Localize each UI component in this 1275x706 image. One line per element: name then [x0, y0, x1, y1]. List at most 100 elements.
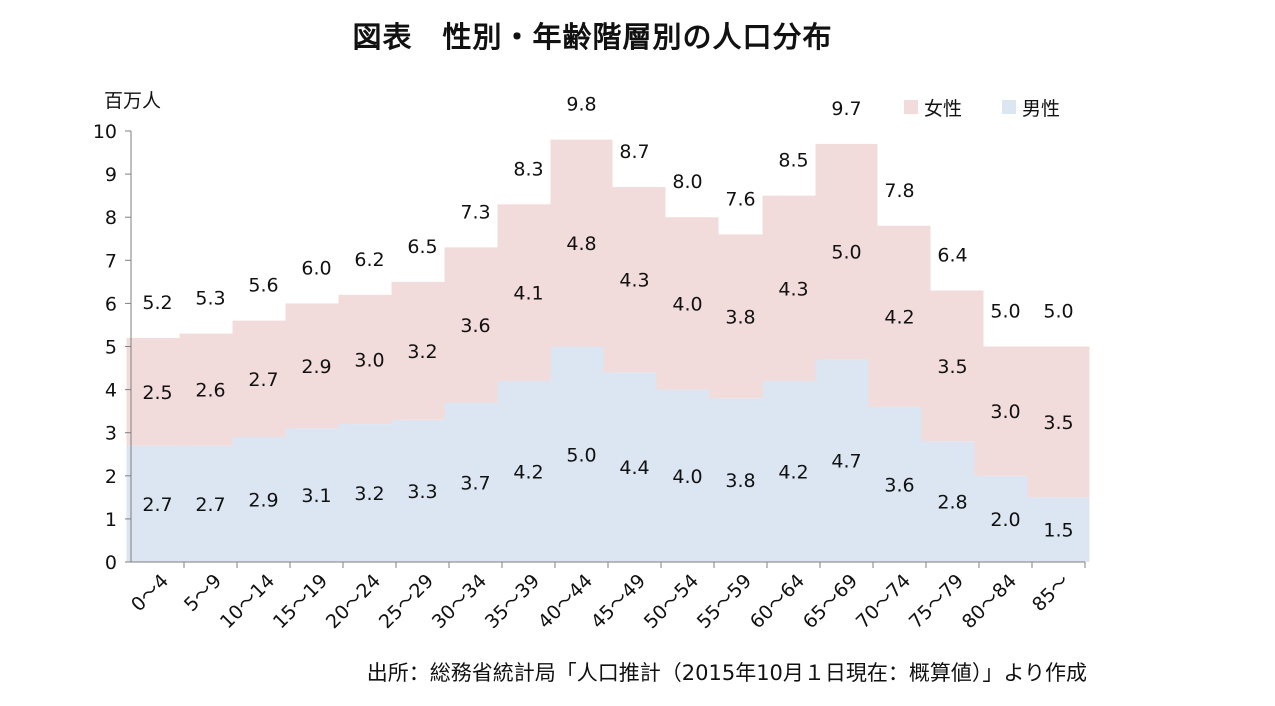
- y-tick-label-9: 9: [105, 164, 117, 186]
- label-female-9: 4.3: [619, 270, 649, 292]
- label-female-3: 2.9: [301, 356, 331, 378]
- x-tick-label-5: 25～29: [375, 570, 438, 633]
- label-female-8: 4.8: [566, 233, 596, 255]
- label-female-13: 5.0: [831, 242, 861, 264]
- y-tick-label-5: 5: [105, 337, 117, 359]
- label-total-14: 7.8: [884, 180, 914, 202]
- label-total-10: 8.0: [672, 171, 702, 193]
- label-female-16: 3.0: [990, 401, 1020, 423]
- label-female-15: 3.5: [937, 356, 967, 378]
- x-tick-label-1: 5～9: [180, 570, 226, 616]
- label-male-1: 2.7: [195, 494, 225, 516]
- y-tick-label-4: 4: [105, 380, 117, 402]
- label-male-6: 3.7: [460, 472, 490, 494]
- bar-female-16: [974, 346, 1037, 476]
- label-female-6: 3.6: [460, 315, 490, 337]
- label-total-9: 8.7: [619, 141, 649, 163]
- label-female-5: 3.2: [407, 341, 437, 363]
- label-male-7: 4.2: [513, 461, 543, 483]
- legend-swatch-0: [904, 100, 918, 114]
- legend-label-0: 女性: [924, 98, 962, 120]
- legend-label-1: 男性: [1022, 98, 1060, 120]
- x-tick-label-11: 55～59: [693, 570, 756, 633]
- bar-female-14: [868, 225, 931, 407]
- y-tick-label-0: 0: [105, 552, 117, 574]
- y-tick-label-8: 8: [105, 207, 117, 229]
- bar-male-15: [921, 441, 984, 562]
- label-female-0: 2.5: [142, 382, 172, 404]
- bar-male-0: [126, 445, 189, 562]
- label-female-11: 3.8: [725, 306, 755, 328]
- label-male-2: 2.9: [248, 490, 278, 512]
- bar-female-6: [444, 247, 507, 403]
- bar-female-13: [815, 143, 878, 360]
- label-total-3: 6.0: [301, 257, 331, 279]
- label-male-8: 5.0: [566, 444, 596, 466]
- label-male-9: 4.4: [619, 457, 649, 479]
- y-tick-label-2: 2: [105, 466, 117, 488]
- x-tick-label-0: 0～4: [127, 570, 173, 616]
- bar-male-4: [338, 424, 401, 562]
- bar-female-12: [762, 195, 825, 381]
- y-tick-label-1: 1: [105, 509, 117, 531]
- label-total-6: 7.3: [460, 201, 490, 223]
- bar-female-8: [550, 139, 613, 347]
- bar-male-3: [285, 428, 348, 562]
- label-male-12: 4.2: [778, 461, 808, 483]
- x-tick-label-12: 60～64: [746, 570, 809, 633]
- bar-female-3: [285, 303, 348, 429]
- bar-female-5: [391, 281, 454, 420]
- chart-title: 図表 性別・年齢階層別の人口分布: [352, 20, 833, 54]
- label-male-3: 3.1: [301, 485, 331, 507]
- bar-male-16: [974, 475, 1037, 562]
- label-female-7: 4.1: [513, 283, 543, 305]
- y-axis-unit-label: 百万人: [104, 90, 161, 112]
- x-tick-label-7: 35～39: [481, 570, 544, 633]
- bar-female-1: [179, 333, 242, 446]
- x-tick-label-14: 70～74: [852, 570, 915, 633]
- label-total-12: 8.5: [778, 150, 808, 172]
- y-tick-label-10: 10: [93, 121, 117, 143]
- label-total-4: 6.2: [354, 249, 384, 271]
- label-female-12: 4.3: [778, 278, 808, 300]
- label-male-11: 3.8: [725, 470, 755, 492]
- label-total-15: 6.4: [937, 244, 967, 266]
- bar-male-6: [444, 402, 507, 562]
- source-note: 出所：総務省統計局「人口推計（2015年10月１日現在：概算値）」より作成: [366, 661, 1087, 685]
- bar-male-17: [1027, 497, 1090, 562]
- x-tick-label-2: 10～14: [216, 570, 279, 633]
- bar-female-11: [709, 234, 772, 399]
- x-tick-label-4: 20～24: [322, 570, 385, 633]
- bar-male-10: [656, 389, 719, 562]
- x-tick-label-16: 80～84: [958, 570, 1021, 633]
- x-tick-label-10: 50～54: [640, 570, 703, 633]
- y-tick-label-6: 6: [105, 293, 117, 315]
- x-tick-label-13: 65～69: [799, 570, 862, 633]
- bar-female-17: [1027, 346, 1090, 498]
- bar-male-1: [179, 445, 242, 562]
- label-total-0: 5.2: [142, 292, 172, 314]
- bar-male-13: [815, 359, 878, 562]
- label-female-17: 3.5: [1043, 412, 1073, 434]
- label-male-13: 4.7: [831, 451, 861, 473]
- x-tick-label-9: 45～49: [587, 570, 650, 633]
- bar-female-10: [656, 217, 719, 390]
- bar-male-7: [497, 380, 560, 562]
- label-total-5: 6.5: [407, 236, 437, 258]
- bar-male-14: [868, 406, 931, 562]
- label-total-7: 8.3: [513, 158, 543, 180]
- label-female-2: 2.7: [248, 369, 278, 391]
- bar-female-0: [126, 337, 189, 446]
- label-male-14: 3.6: [884, 474, 914, 496]
- bar-male-11: [709, 398, 772, 562]
- bar-male-2: [232, 437, 295, 562]
- label-female-4: 3.0: [354, 349, 384, 371]
- bar-female-9: [603, 187, 666, 373]
- label-male-15: 2.8: [937, 492, 967, 514]
- bar-female-15: [921, 290, 984, 442]
- y-tick-label-7: 7: [105, 250, 117, 272]
- x-tick-label-3: 15～19: [269, 570, 332, 633]
- bar-female-4: [338, 294, 401, 425]
- bar-female-2: [232, 320, 295, 438]
